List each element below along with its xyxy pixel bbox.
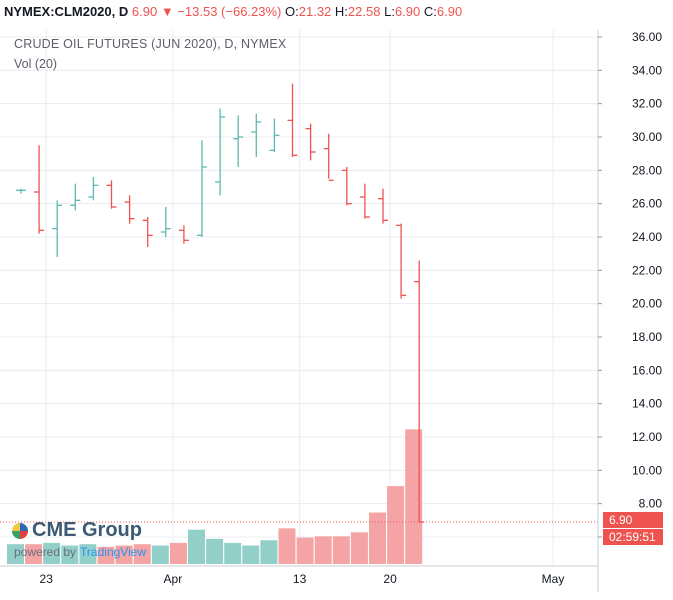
ohlc-bar <box>378 188 388 224</box>
ohlc-bar <box>160 207 171 237</box>
y-tick-label: 20.00 <box>632 297 662 311</box>
x-tick-label: Apr <box>164 572 183 586</box>
y-tick-label: 10.00 <box>632 463 662 477</box>
change-value: −13.53 (−66.23%) <box>177 4 282 19</box>
x-tick-label: May <box>542 572 565 586</box>
price-axis: 36.00 34.00 32.00 30.00 28.00 26.00 24.00 22.00… <box>598 30 662 544</box>
volume-bar <box>97 546 115 564</box>
price-bars <box>16 83 425 523</box>
ohlc-bar <box>34 145 45 234</box>
symbol-label: NYMEX:CLM2020, D <box>4 4 129 19</box>
x-tick-label: 20 <box>383 572 397 586</box>
ohlc-bar <box>142 217 153 247</box>
volume-bar <box>314 536 332 564</box>
volume-bar <box>7 544 24 564</box>
volume-bars <box>7 429 423 564</box>
close-label: C: <box>423 4 437 19</box>
volume-bar <box>61 545 79 564</box>
y-tick-label: 12.00 <box>632 430 662 444</box>
chart-title: CRUDE OIL FUTURES (JUN 2020), D, NYMEX <box>14 37 287 51</box>
volume-bar <box>25 544 43 564</box>
volume-bar <box>387 486 405 564</box>
ohlc-bar <box>52 200 63 257</box>
y-tick-label: 36.00 <box>632 30 662 44</box>
volume-bar <box>133 544 151 564</box>
ohlc-bar <box>269 118 280 152</box>
y-tick-label: 30.00 <box>632 130 662 144</box>
volume-bar <box>115 545 133 564</box>
volume-bar <box>278 528 296 564</box>
x-tick-label: 23 <box>40 572 54 586</box>
volume-bar <box>169 542 187 564</box>
low-label: L: <box>384 4 395 19</box>
cme-globe-icon <box>12 522 28 539</box>
y-tick-label: 14.00 <box>632 397 662 411</box>
logo-text: CME Group <box>32 519 142 541</box>
ohlc-bar <box>197 140 207 237</box>
volume-bar <box>79 544 97 564</box>
ohlc-bar <box>106 180 117 209</box>
last-price-tag: 6.90 <box>603 512 663 528</box>
y-tick-label: 32.00 <box>632 97 662 111</box>
ohlc-bar <box>396 223 407 299</box>
volume-bar <box>369 512 386 564</box>
volume-bar <box>242 545 260 564</box>
ohlc-bar <box>70 183 81 211</box>
legend-header: NYMEX:CLM2020, D 6.90 ▼ −13.53 (−66.23%)… <box>4 4 462 19</box>
volume-bar <box>43 542 61 564</box>
y-tick-label: 16.00 <box>632 363 662 377</box>
powered-by-text: powered by <box>14 545 77 559</box>
y-tick-label: 24.00 <box>632 230 662 244</box>
cme-logo: CME Group <box>12 519 142 542</box>
ohlc-bar <box>341 167 352 206</box>
x-tick-label: 13 <box>293 572 307 586</box>
high-label: H: <box>334 4 348 19</box>
open-value: 21.32 <box>298 4 332 19</box>
volume-bar <box>151 545 169 564</box>
ohlc-bar <box>16 188 26 194</box>
last-price: 6.90 <box>131 4 158 19</box>
y-tick-label: 18.00 <box>632 330 662 344</box>
down-arrow-icon: ▼ <box>160 4 174 19</box>
ohlc-bar <box>323 133 334 181</box>
ohlc-bar <box>359 183 370 219</box>
ohlc-bar <box>88 177 99 201</box>
y-tick-label: 34.00 <box>632 63 662 77</box>
y-tick-label: 8.00 <box>639 497 663 511</box>
ohlc-bar <box>233 115 244 167</box>
y-tick-label: 28.00 <box>632 163 662 177</box>
ohlc-bar <box>178 225 189 244</box>
grid-lines <box>0 30 598 566</box>
volume-bar <box>224 542 242 564</box>
volume-bar <box>188 529 205 564</box>
tradingview-link[interactable]: TradingView <box>80 545 147 559</box>
ohlc-bar <box>215 108 226 196</box>
powered-by: powered by TradingView <box>14 545 146 559</box>
low-value: 6.90 <box>394 4 421 19</box>
y-tick-label: 22.00 <box>632 263 662 277</box>
volume-bar <box>350 532 368 564</box>
open-label: O: <box>285 4 299 19</box>
volume-bar <box>296 537 314 564</box>
volume-bar <box>260 540 278 564</box>
ohlc-bar <box>305 123 316 161</box>
volume-bar <box>405 429 423 564</box>
countdown-tag: 02:59:51 <box>603 529 663 545</box>
close-value: 6.90 <box>436 4 463 19</box>
volume-label: Vol (20) <box>14 57 58 71</box>
volume-bar <box>332 536 350 564</box>
ohlc-bar <box>124 195 135 224</box>
ohlc-bar <box>287 83 298 157</box>
ohlc-bar <box>251 113 262 157</box>
volume-bar <box>206 538 224 564</box>
time-axis: 23 Apr 13 20 May <box>40 572 565 586</box>
y-tick-label: 26.00 <box>632 197 662 211</box>
high-value: 22.58 <box>347 4 381 19</box>
